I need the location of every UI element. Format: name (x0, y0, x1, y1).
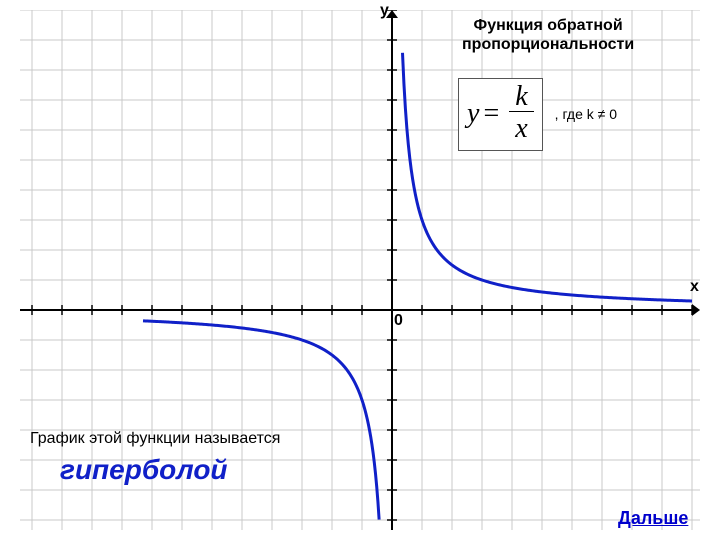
formula-lhs: y (467, 98, 479, 130)
x-axis-label: x (690, 278, 699, 296)
formula-den: x (509, 112, 533, 146)
next-link[interactable]: Дальше (618, 508, 688, 529)
chart-title: Функция обратнойпропорциональности (462, 16, 634, 54)
y-axis-label: y (380, 2, 389, 20)
formula-fraction: k x (509, 83, 533, 146)
formula-box: y = k x , где k ≠ 0 (458, 78, 617, 151)
formula-eq: = (483, 98, 499, 130)
caption-line1: График этой функции называется (30, 430, 280, 448)
formula-condition: , где k ≠ 0 (555, 106, 617, 122)
formula: y = k x (458, 78, 543, 151)
origin-label: 0 (394, 312, 403, 330)
formula-num: k (509, 83, 533, 112)
caption-name: гиперболой (60, 454, 228, 486)
chart-container: Функция обратнойпропорциональности y = k… (0, 0, 720, 540)
